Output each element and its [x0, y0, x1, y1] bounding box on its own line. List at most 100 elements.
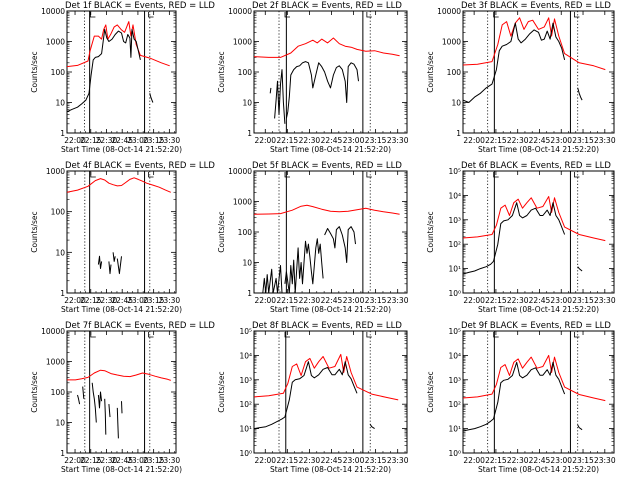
- lld-series-line: [253, 204, 400, 215]
- y-tick-label: 1000: [46, 167, 65, 176]
- start-marker: [284, 172, 291, 178]
- y-axis-label: Counts/sec: [217, 51, 226, 92]
- x-tick-label: 22:00: [64, 456, 86, 465]
- y-tick-label: 10: [55, 419, 65, 428]
- start-marker: [493, 12, 499, 18]
- end-marker: [574, 172, 580, 178]
- x-tick-label: 23:15: [365, 296, 387, 305]
- start-marker: [284, 12, 291, 18]
- x-tick-label: 22:00: [463, 136, 485, 145]
- y-tick-label: 10³: [239, 376, 252, 385]
- x-axis-label: Start Time (08-Oct-14 21:52:20): [61, 305, 182, 314]
- x-tick-label: 23:30: [594, 456, 616, 465]
- events-series-line: [274, 69, 286, 124]
- chart-panel-1: Det 1f BLACK = Events, RED = LLD22:0022:…: [30, 1, 215, 154]
- events-series-line: [284, 238, 324, 294]
- x-tick-label: 23:00: [127, 456, 149, 465]
- x-tick-label: 22:45: [111, 136, 133, 145]
- x-tick-label: 23:30: [159, 136, 181, 145]
- x-axis-label: Start Time (08-Oct-14 21:52:20): [478, 465, 599, 474]
- lld-series-line: [462, 17, 606, 71]
- events-series-line: [269, 87, 272, 94]
- events-series-line: [462, 22, 566, 103]
- start-marker: [493, 172, 499, 178]
- x-tick-label: 22:15: [277, 296, 299, 305]
- x-tick-label: 23:30: [159, 296, 181, 305]
- y-tick-label: 1: [247, 129, 252, 138]
- y-axis-label: Counts/sec: [30, 51, 39, 92]
- x-axis-label: Start Time (08-Oct-14 21:52:20): [270, 465, 391, 474]
- lld-series-line: [462, 196, 606, 242]
- x-tick-label: 22:00: [64, 136, 86, 145]
- y-tick-label: 10000: [41, 327, 65, 336]
- x-tick-label: 22:45: [111, 456, 133, 465]
- end-marker: [366, 332, 372, 338]
- x-tick-label: 23:00: [343, 456, 365, 465]
- x-tick-label: 23:15: [572, 456, 594, 465]
- x-tick-label: 23:30: [387, 456, 409, 465]
- events-series-line: [77, 394, 81, 405]
- y-tick-label: 10⁵: [239, 327, 252, 336]
- x-tick-label: 22:45: [529, 456, 551, 465]
- events-series-line: [104, 398, 107, 435]
- y-tick-label: 1: [60, 449, 65, 458]
- x-tick-label: 22:45: [321, 136, 343, 145]
- x-tick-label: 22:30: [96, 136, 118, 145]
- x-tick-label: 22:30: [96, 456, 118, 465]
- y-tick-label: 10²: [448, 240, 461, 249]
- y-tick-label: 10: [242, 259, 252, 268]
- y-tick-label: 1: [247, 289, 252, 298]
- x-tick-label: 23:00: [127, 136, 149, 145]
- y-tick-label: 10⁵: [448, 167, 461, 176]
- chart-title: Det 9f BLACK = Events, RED = LLD: [461, 321, 611, 331]
- x-tick-label: 23:30: [387, 296, 409, 305]
- x-tick-label: 22:15: [277, 136, 299, 145]
- chart-title: Det 5f BLACK = Events, RED = LLD: [252, 161, 402, 171]
- x-tick-label: 22:45: [321, 296, 343, 305]
- y-tick-label: 10000: [41, 7, 65, 16]
- end-marker: [366, 172, 372, 178]
- events-series-line: [324, 226, 356, 263]
- y-tick-label: 10⁴: [448, 191, 461, 200]
- x-tick-label: 23:15: [143, 456, 165, 465]
- y-tick-label: 100: [447, 68, 462, 77]
- x-tick-label: 23:00: [550, 456, 572, 465]
- x-tick-label: 22:00: [64, 296, 86, 305]
- y-tick-label: 10: [242, 99, 252, 108]
- end-marker: [148, 172, 154, 178]
- events-series-line: [116, 256, 122, 275]
- y-tick-label: 10: [55, 99, 65, 108]
- x-tick-label: 22:30: [507, 296, 529, 305]
- x-tick-label: 22:00: [463, 456, 485, 465]
- y-tick-label: 10: [55, 248, 65, 257]
- x-tick-label: 22:30: [96, 296, 118, 305]
- events-series-line: [577, 424, 583, 431]
- x-tick-label: 22:00: [254, 296, 276, 305]
- x-tick-label: 22:30: [299, 136, 321, 145]
- x-tick-label: 22:15: [277, 456, 299, 465]
- events-series-line: [253, 361, 358, 430]
- y-tick-label: 10000: [228, 167, 252, 176]
- y-tick-label: 100: [238, 68, 253, 77]
- y-axis-label: Counts/sec: [217, 211, 226, 252]
- y-tick-label: 1: [60, 129, 65, 138]
- y-tick-label: 1: [456, 129, 461, 138]
- plot-frame: [66, 170, 177, 294]
- events-series-line: [112, 252, 116, 262]
- events-series-line: [108, 404, 111, 418]
- events-series-line: [97, 391, 103, 409]
- y-tick-label: 10⁰: [239, 449, 252, 458]
- chart-title: Det 3f BLACK = Events, RED = LLD: [461, 1, 611, 11]
- y-tick-label: 10000: [228, 7, 252, 16]
- events-series-line: [262, 265, 283, 294]
- events-series-line: [108, 261, 112, 275]
- y-tick-label: 10¹: [239, 425, 252, 434]
- y-tick-label: 10⁵: [448, 327, 461, 336]
- chart-title: Det 2f BLACK = Events, RED = LLD: [252, 1, 402, 11]
- x-tick-label: 22:30: [299, 456, 321, 465]
- x-tick-label: 23:30: [387, 136, 409, 145]
